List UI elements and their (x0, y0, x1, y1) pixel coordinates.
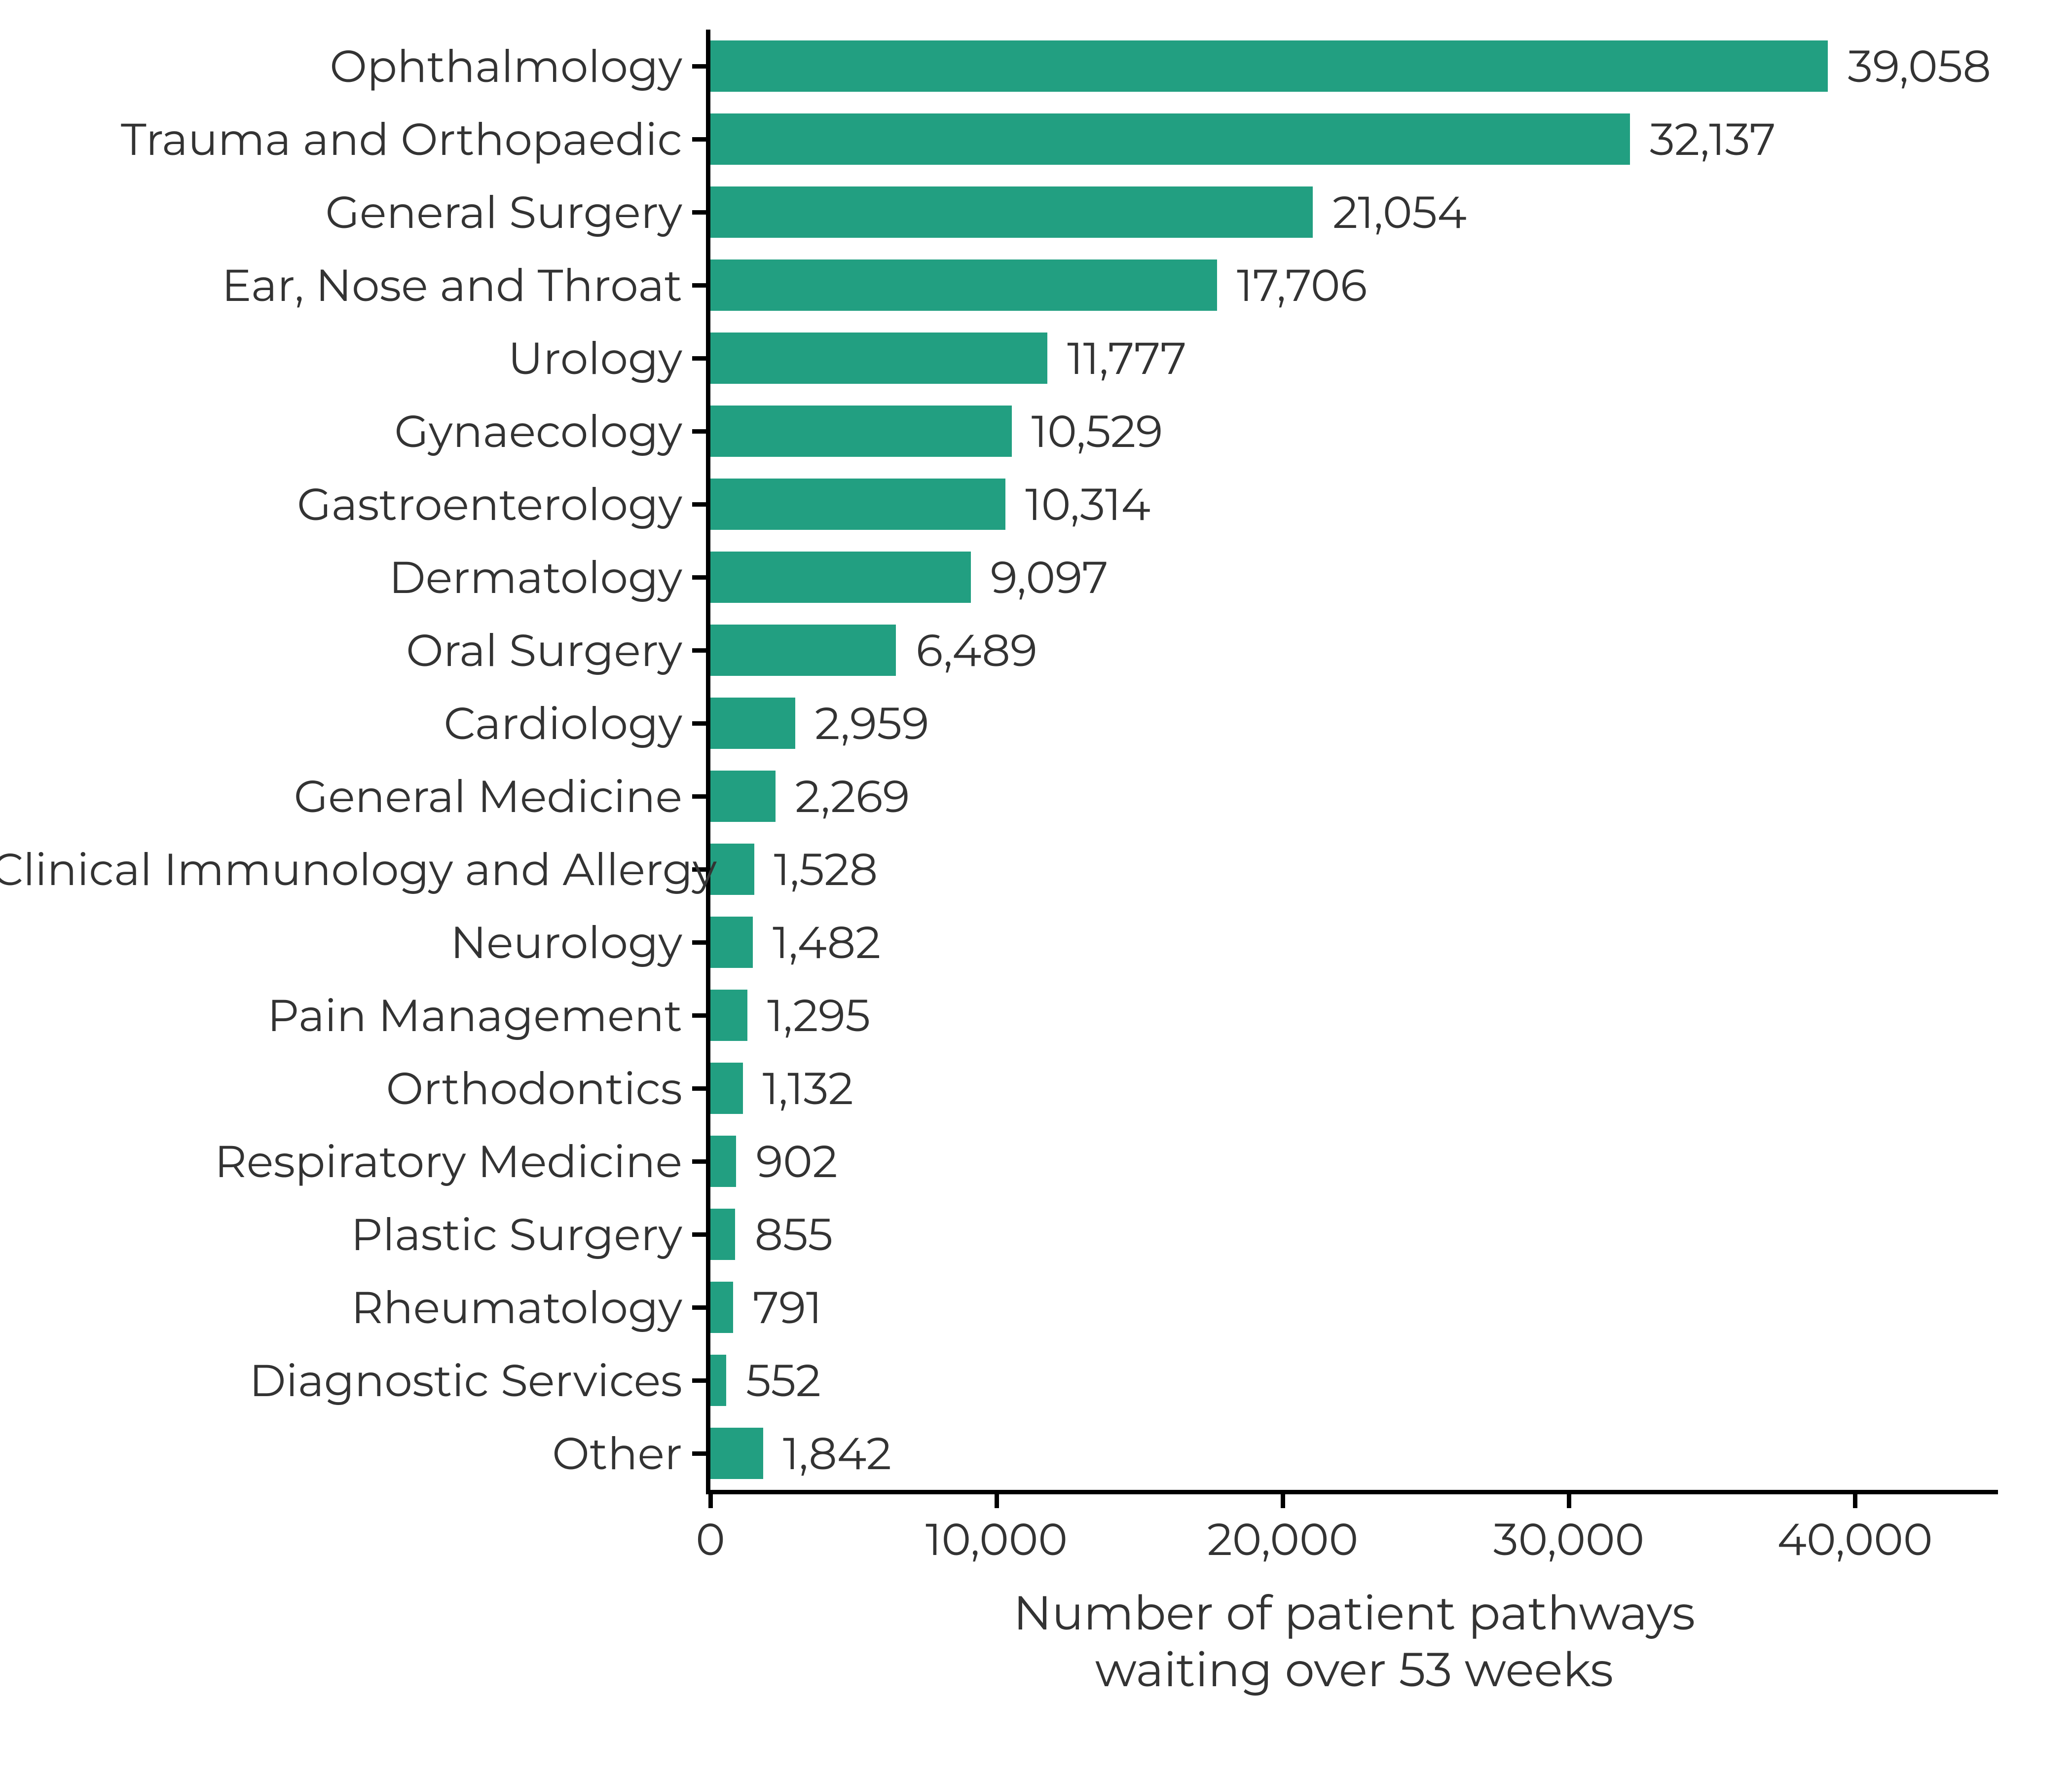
category-label: Neurology (0, 920, 682, 964)
y-axis-tick (692, 1013, 706, 1018)
y-axis-tick (692, 721, 706, 726)
y-axis-tick (692, 794, 706, 799)
x-axis-title-line2: waiting over 53 weeks (710, 1643, 1998, 1697)
x-axis-tick (1281, 1494, 1285, 1508)
y-axis-tick (692, 1232, 706, 1237)
bar (710, 1355, 726, 1406)
category-label: Oral Surgery (0, 628, 682, 672)
bar (710, 113, 1630, 165)
x-axis-tick-label: 40,000 (1732, 1517, 1978, 1561)
value-label: 6,489 (916, 628, 1037, 672)
x-axis-tick (708, 1494, 713, 1508)
value-label: 17,706 (1237, 263, 1367, 307)
y-axis-tick (692, 940, 706, 945)
category-label: Cardiology (0, 701, 682, 745)
y-axis-line (706, 30, 710, 1494)
value-label: 10,314 (1025, 482, 1150, 526)
bar (710, 990, 747, 1041)
bar (710, 552, 971, 603)
bar (710, 333, 1047, 384)
value-label: 1,482 (773, 920, 881, 964)
value-label: 1,528 (774, 847, 878, 891)
y-axis-tick (692, 137, 706, 142)
category-label: Respiratory Medicine (0, 1139, 682, 1184)
value-label: 2,269 (795, 774, 910, 818)
category-label: Ophthalmology (0, 44, 682, 88)
bar (710, 1063, 743, 1114)
category-label: Ear, Nose and Throat (0, 263, 682, 307)
value-label: 39,058 (1848, 44, 1991, 88)
bar (710, 917, 753, 968)
value-label: 855 (755, 1212, 833, 1257)
x-axis-tick-label: 10,000 (873, 1517, 1120, 1561)
value-label: 1,842 (783, 1431, 891, 1476)
y-axis-tick (692, 1159, 706, 1164)
y-axis-tick (692, 502, 706, 507)
bar (710, 40, 1828, 92)
y-axis-tick (692, 64, 706, 69)
value-label: 11,777 (1067, 336, 1186, 380)
value-label: 1,132 (763, 1066, 853, 1110)
value-label: 902 (756, 1139, 838, 1184)
category-label: Diagnostic Services (0, 1358, 682, 1403)
x-axis-tick-label: 0 (587, 1517, 834, 1561)
bar (710, 625, 896, 676)
bar (710, 1428, 763, 1479)
x-axis-tick (995, 1494, 999, 1508)
category-label: Urology (0, 336, 682, 380)
y-axis-tick (692, 1378, 706, 1383)
category-label: General Medicine (0, 774, 682, 818)
bar (710, 1209, 735, 1260)
category-label: Trauma and Orthopaedic (0, 117, 682, 161)
bar (710, 1282, 733, 1333)
category-label: Orthodontics (0, 1066, 682, 1110)
y-axis-tick (692, 210, 706, 215)
horizontal-bar-chart: Ophthalmology 39,058 Trauma and Orthopaedi… (0, 0, 2072, 1776)
category-label: Plastic Surgery (0, 1212, 682, 1257)
y-axis-tick (692, 1451, 706, 1456)
x-axis-tick-label: 30,000 (1445, 1517, 1692, 1561)
x-axis-title-line1: Number of patient pathways (710, 1586, 1998, 1640)
value-label: 1,295 (767, 993, 870, 1037)
x-axis-tick (1853, 1494, 1857, 1508)
y-axis-tick (692, 648, 706, 653)
value-label: 10,529 (1032, 409, 1163, 453)
bar (710, 259, 1217, 311)
x-axis-tick (1567, 1494, 1571, 1508)
category-label: Other (0, 1431, 682, 1476)
bar (710, 698, 795, 749)
bar (710, 844, 754, 895)
bar (710, 479, 1005, 530)
value-label: 21,054 (1332, 190, 1467, 234)
y-axis-tick (692, 1305, 706, 1310)
value-label: 791 (753, 1285, 822, 1330)
category-label: Gynaecology (0, 409, 682, 453)
category-label: Dermatology (0, 555, 682, 599)
category-label: Clinical Immunology and Allergy (0, 847, 682, 891)
x-axis-line (706, 1490, 1998, 1494)
bar (710, 771, 776, 822)
y-axis-tick (692, 575, 706, 580)
value-label: 552 (746, 1358, 821, 1403)
category-label: Rheumatology (0, 1285, 682, 1330)
y-axis-tick (692, 1086, 706, 1091)
bar (710, 1136, 736, 1187)
bar (710, 186, 1313, 238)
y-axis-tick (692, 356, 706, 361)
value-label: 9,097 (991, 555, 1109, 599)
y-axis-tick (692, 429, 706, 434)
category-label: General Surgery (0, 190, 682, 234)
category-label: Gastroenterology (0, 482, 682, 526)
y-axis-tick (692, 283, 706, 288)
value-label: 2,959 (815, 701, 929, 745)
bar (710, 406, 1012, 457)
x-axis-tick-label: 20,000 (1159, 1517, 1406, 1561)
category-label: Pain Management (0, 993, 682, 1037)
value-label: 32,137 (1650, 117, 1776, 161)
